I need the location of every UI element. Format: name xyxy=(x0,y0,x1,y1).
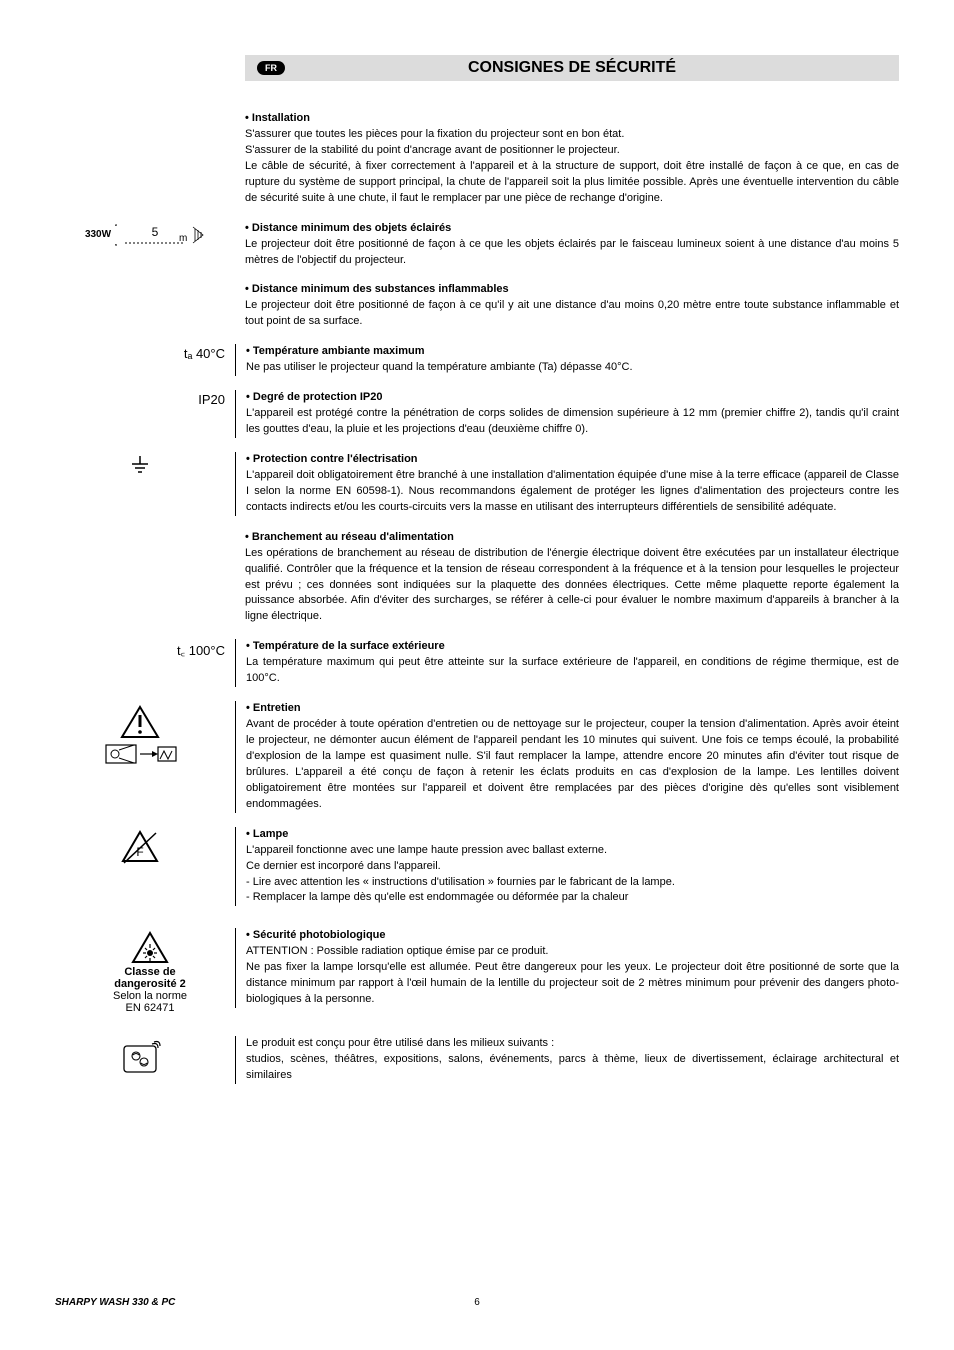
section-usage: Le produit est conçu pour être utilisé d… xyxy=(55,1036,899,1084)
photobiological-warning-icon xyxy=(130,930,170,966)
header-bar: FR CONSIGNES DE SÉCURITÉ xyxy=(245,55,899,81)
body-usage: Le produit est conçu pour être utilisé d… xyxy=(246,1036,899,1084)
body-temp-surface: La température maximum qui peut être att… xyxy=(246,655,899,687)
lamp-warning-icon: F xyxy=(120,829,160,865)
footer: SHARPY WASH 330 & PC 6 xyxy=(55,1297,899,1308)
body-installation: S'assurer que toutes les pièces pour la … xyxy=(245,127,899,207)
footer-product: SHARPY WASH 330 & PC xyxy=(55,1297,175,1308)
head-temp-ambiante: • Température ambiante maximum xyxy=(246,344,899,360)
head-installation: • Installation xyxy=(245,111,899,127)
photobiological-caption: Classe de dangerosité 2 Selon la norme E… xyxy=(113,966,187,1014)
section-electrisation: • Protection contre l'électrisation L'ap… xyxy=(55,452,899,516)
section-distance-inflammables: • Distance minimum des substances inflam… xyxy=(55,282,899,330)
wattage-label: 330W xyxy=(85,229,111,240)
head-temp-surface: • Température de la surface extérieure xyxy=(246,639,899,655)
section-photobiologique: Classe de dangerosité 2 Selon la norme E… xyxy=(55,928,899,1014)
head-distance-inflammables: • Distance minimum des substances inflam… xyxy=(245,282,899,298)
svg-text:m: m xyxy=(179,233,187,244)
maintenance-warning-icon xyxy=(100,703,180,767)
section-temp-ambiante: tₐ 40°C • Température ambiante maximum N… xyxy=(55,344,899,376)
content: • Installation S'assurer que toutes les … xyxy=(55,111,899,1084)
section-temp-surface: t꜀ 100°C • Température de la surface ext… xyxy=(55,639,899,687)
section-ip20: IP20 • Degré de protection IP20 L'appare… xyxy=(55,390,899,438)
ip20-icon: IP20 xyxy=(198,392,225,407)
ground-icon xyxy=(129,454,151,476)
body-entretien: Avant de procéder à toute opération d'en… xyxy=(246,717,899,813)
head-branchement: • Branchement au réseau d'alimentation xyxy=(245,530,899,546)
head-photobiologique: • Sécurité photobiologique xyxy=(246,928,899,944)
temp-ambiante-icon: tₐ 40°C xyxy=(184,346,225,361)
footer-page: 6 xyxy=(474,1297,480,1308)
body-distance-objets: Le projecteur doit être positionné de fa… xyxy=(245,237,899,269)
body-branchement: Les opérations de branchement au réseau … xyxy=(245,546,899,626)
body-ip20: L'appareil est protégé contre la pénétra… xyxy=(246,406,899,438)
head-electrisation: • Protection contre l'électrisation xyxy=(246,452,899,468)
body-temp-ambiante: Ne pas utiliser le projecteur quand la t… xyxy=(246,360,899,376)
body-lampe: L'appareil fonctionne avec une lampe hau… xyxy=(246,843,899,907)
temp-surface-icon: t꜀ 100°C xyxy=(177,641,225,659)
page-title: CONSIGNES DE SÉCURITÉ xyxy=(245,59,899,77)
body-photobiologique: ATTENTION : Possible radiation optique é… xyxy=(246,944,899,1008)
usage-icon xyxy=(118,1038,162,1078)
section-distance-objets: 330W 5 m • Distance minimum des objets é… xyxy=(55,221,899,269)
section-entretien: • Entretien Avant de procéder à toute op… xyxy=(55,701,899,813)
head-entretien: • Entretien xyxy=(246,701,899,717)
head-ip20: • Degré de protection IP20 xyxy=(246,390,899,406)
body-distance-inflammables: Le projecteur doit être positionné de fa… xyxy=(245,298,899,330)
svg-text:5: 5 xyxy=(152,225,159,239)
head-lampe: • Lampe xyxy=(246,827,899,843)
head-distance-objets: • Distance minimum des objets éclairés xyxy=(245,221,899,237)
section-branchement: • Branchement au réseau d'alimentation L… xyxy=(55,530,899,626)
body-electrisation: L'appareil doit obligatoirement être bra… xyxy=(246,468,899,516)
section-lampe: F • Lampe L'appareil fonctionne avec une… xyxy=(55,827,899,907)
min-distance-icon: 330W 5 m xyxy=(85,223,205,247)
section-installation: • Installation S'assurer que toutes les … xyxy=(55,111,899,207)
